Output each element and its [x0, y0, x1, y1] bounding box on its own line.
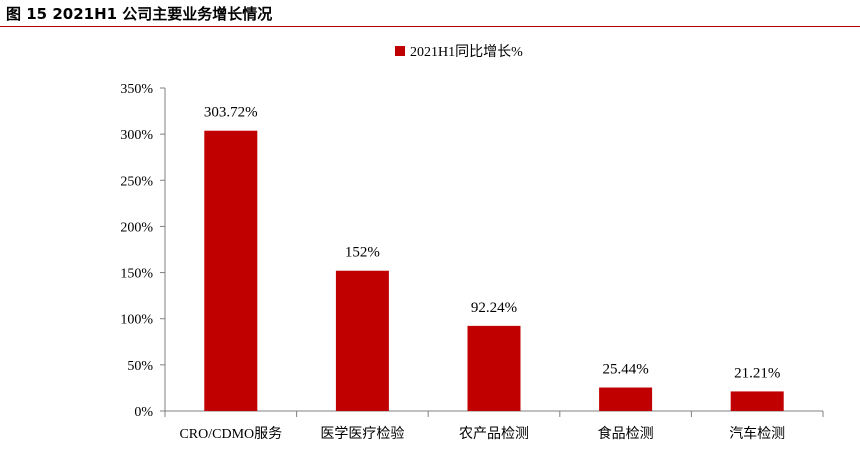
y-tick-label: 0% — [134, 405, 153, 420]
data-label: 21.21% — [734, 365, 780, 381]
figure-title: 图 15 2021H1 公司主要业务增长情况 — [6, 5, 273, 23]
bar — [335, 270, 389, 411]
data-label: 152% — [345, 245, 380, 261]
x-tick-label: CRO/CDMO服务 — [179, 426, 282, 442]
y-tick-label: 350% — [120, 82, 153, 97]
y-tick-label: 250% — [120, 174, 153, 189]
data-label: 25.44% — [602, 362, 648, 378]
bar — [467, 325, 521, 411]
legend-swatch — [395, 46, 405, 56]
x-tick-label: 农产品检测 — [459, 426, 529, 442]
bar — [599, 387, 653, 411]
y-tick-label: 200% — [120, 220, 153, 235]
y-tick-label: 150% — [120, 267, 153, 282]
bar — [730, 391, 784, 411]
legend-label: 2021H1同比增长% — [410, 44, 523, 60]
x-tick-label: 汽车检测 — [729, 425, 785, 442]
bars: 303.72% 152% 92.24% 25.44% 21.21% — [204, 105, 784, 411]
y-tick-label: 100% — [120, 313, 153, 328]
x-tick-label: 食品检测 — [598, 425, 654, 442]
chart-axes: 0% 50% 100% 150% 200% 250% 300% 350% CRO/CDMO服务 医… — [120, 82, 824, 442]
bar — [204, 130, 258, 411]
data-label: 92.24% — [471, 300, 517, 316]
y-tick-label: 50% — [127, 359, 153, 374]
title-divider — [0, 26, 860, 27]
x-tick-label: 医学医疗检验 — [320, 426, 404, 442]
data-label: 303.72% — [204, 105, 258, 121]
legend: 2021H1同比增长% — [395, 44, 523, 60]
y-tick-label: 300% — [120, 128, 153, 143]
